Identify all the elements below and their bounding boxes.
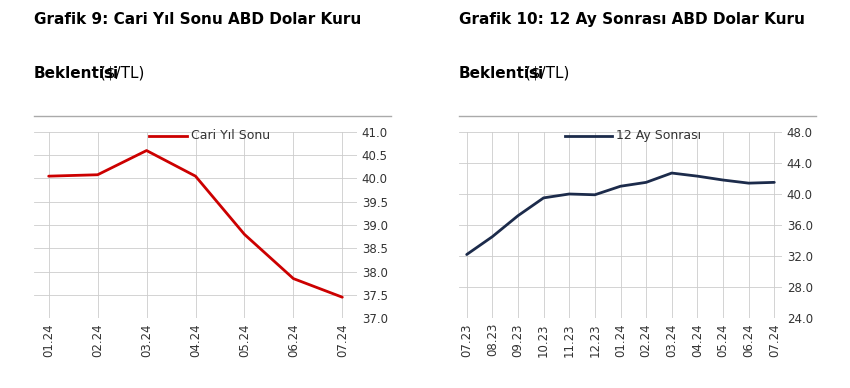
Text: ($/TL): ($/TL) [95, 66, 144, 81]
Text: 12 Ay Sonrası: 12 Ay Sonrası [616, 129, 701, 142]
Text: Grafik 10: 12 Ay Sonrası ABD Dolar Kuru: Grafik 10: 12 Ay Sonrası ABD Dolar Kuru [459, 12, 805, 27]
Text: ($/TL): ($/TL) [520, 66, 570, 81]
Text: Grafik 9: Cari Yıl Sonu ABD Dolar Kuru: Grafik 9: Cari Yıl Sonu ABD Dolar Kuru [34, 12, 361, 27]
Text: Beklentisi: Beklentisi [34, 66, 119, 81]
Text: Cari Yıl Sonu: Cari Yıl Sonu [191, 129, 270, 142]
Text: Beklentisi: Beklentisi [459, 66, 544, 81]
